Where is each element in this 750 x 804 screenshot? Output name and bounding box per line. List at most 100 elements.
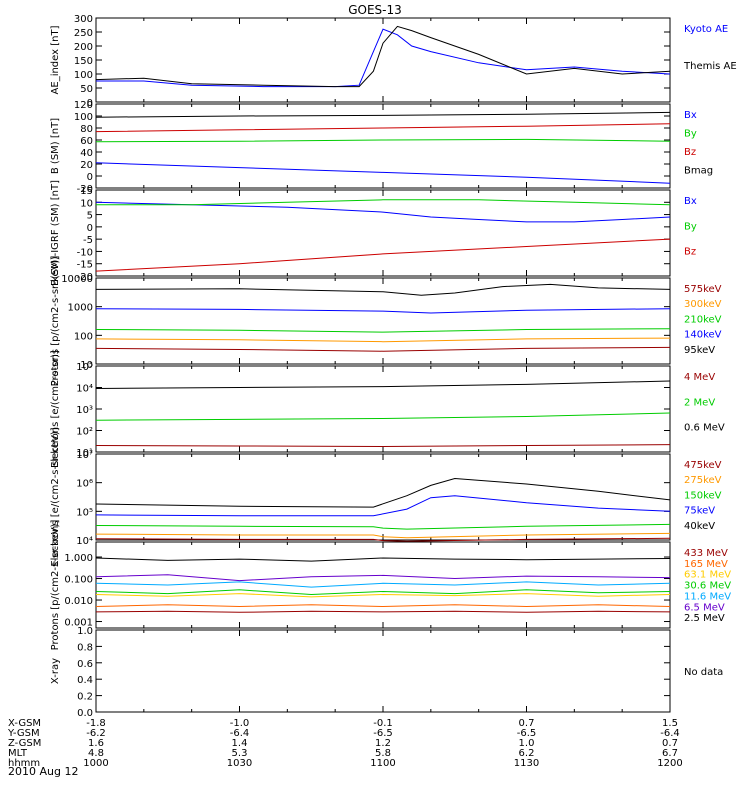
legend-entry: 63.1 MeV bbox=[684, 570, 731, 581]
y-tick-label: 1000 bbox=[68, 303, 93, 314]
y-tick-label: 0.100 bbox=[64, 575, 93, 586]
series-line bbox=[95, 337, 671, 343]
series-line bbox=[95, 162, 671, 184]
y-axis-label: X-ray bbox=[50, 658, 61, 684]
y-tick-label: 10² bbox=[76, 427, 93, 438]
y-tick-label: 1.000 bbox=[64, 553, 93, 564]
series-line bbox=[95, 523, 671, 530]
legend-entry: 300keV bbox=[684, 299, 722, 310]
ephemeris-row-label: MLT bbox=[8, 748, 28, 759]
ephemeris-value: 1.4 bbox=[232, 738, 248, 749]
legend-entry: Kyoto AE bbox=[684, 24, 728, 35]
panel-frame bbox=[95, 541, 671, 629]
y-tick-label: 10⁷ bbox=[76, 450, 93, 461]
y-axis-label: Electrons [e/(cm2-s-sr)] bbox=[50, 350, 61, 468]
panel-6: 10⁴ 10⁵ 10⁶ 10⁷ Electrons [e/(cm2-s-sr-keV)]… bbox=[50, 427, 722, 566]
legend-entry: Bx bbox=[684, 196, 697, 207]
ephemeris-value: -1.0 bbox=[230, 718, 250, 729]
series-line bbox=[95, 574, 671, 582]
y-axis-label: B (SM) [nT] bbox=[50, 118, 61, 174]
ephemeris-value: 0.7 bbox=[662, 738, 678, 749]
panel-frame bbox=[95, 17, 671, 103]
legend-entry: 11.6 MeV bbox=[684, 591, 731, 602]
legend-entry: Bz bbox=[684, 247, 696, 258]
series-line bbox=[95, 328, 671, 333]
figure-title: GOES-13 bbox=[348, 3, 402, 17]
ephemeris-value: -0.1 bbox=[373, 718, 393, 729]
series-line bbox=[95, 604, 671, 608]
series-line bbox=[95, 283, 671, 296]
panel-8: 0.0 0.2 0.4 0.6 0.8 1.0 X-ray No data bbox=[50, 626, 723, 719]
y-tick-label: 50 bbox=[80, 84, 93, 95]
series-line bbox=[95, 557, 671, 562]
ephemeris-value: 5.3 bbox=[232, 748, 248, 759]
ephemeris-value: 1.6 bbox=[88, 738, 104, 749]
y-tick-label: 0.4 bbox=[77, 675, 93, 686]
ephemeris-row-label: X-GSM bbox=[8, 718, 41, 729]
y-tick-label: 10⁴ bbox=[76, 536, 93, 547]
series-line bbox=[95, 308, 671, 314]
y-axis-label: Electrons [e/(cm2-s-sr-keV)] bbox=[50, 427, 61, 566]
legend-entry: 30.6 MeV bbox=[684, 581, 731, 592]
y-tick-label: 0.8 bbox=[77, 642, 93, 653]
y-tick-label: 300 bbox=[74, 14, 93, 25]
legend-entry: Bx bbox=[684, 110, 697, 121]
legend-entry: 575keV bbox=[684, 284, 722, 295]
y-tick-label: 10 bbox=[80, 360, 93, 371]
y-tick-label: 10⁴ bbox=[76, 384, 93, 395]
ephemeris-value: -6.5 bbox=[517, 728, 537, 739]
legend-entry: 95keV bbox=[684, 345, 715, 356]
ephemeris-value: 6.2 bbox=[519, 748, 535, 759]
y-axis-label: Protons [p/(cm2-s-sr-keV)] bbox=[50, 520, 61, 651]
y-tick-label: 0.0 bbox=[77, 708, 93, 719]
series-line bbox=[95, 123, 671, 133]
y-tick-label: -5 bbox=[83, 235, 93, 246]
series-line bbox=[95, 412, 671, 421]
y-tick-label: -10 bbox=[77, 247, 93, 258]
ephemeris-value: 1.0 bbox=[519, 738, 535, 749]
legend-entry: 150keV bbox=[684, 490, 722, 501]
y-tick-label: 0 bbox=[87, 98, 93, 109]
y-tick-label: 60 bbox=[80, 136, 93, 147]
series-line bbox=[95, 238, 671, 272]
ephemeris-value: 0.7 bbox=[519, 718, 535, 729]
legend-entry: 40keV bbox=[684, 521, 715, 532]
legend-entry: Themis AE bbox=[683, 61, 737, 72]
y-tick-label: 10¹ bbox=[76, 448, 93, 459]
y-tick-label: 0 bbox=[87, 223, 93, 234]
y-tick-label: 0 bbox=[87, 172, 93, 183]
ephemeris-value: 4.8 bbox=[88, 748, 104, 759]
legend-entry: 140keV bbox=[684, 330, 722, 341]
legend-entry: Bz bbox=[684, 147, 696, 158]
legend-entry: 75keV bbox=[684, 506, 715, 517]
y-tick-label: 5 bbox=[87, 211, 93, 222]
y-axis-label: Protons [p/(cm2-s-sr-keV)] bbox=[50, 256, 61, 387]
y-tick-label: 0.001 bbox=[64, 618, 93, 629]
y-tick-label: -20 bbox=[77, 184, 93, 195]
series-line bbox=[95, 532, 671, 539]
ephemeris-value: 1030 bbox=[227, 758, 252, 769]
series-line bbox=[95, 593, 671, 598]
y-tick-label: 10000 bbox=[61, 274, 93, 285]
y-tick-label: 150 bbox=[74, 56, 93, 67]
series-line bbox=[95, 495, 671, 517]
legend-entry: 210keV bbox=[684, 314, 722, 325]
legend-entry: 165 MeV bbox=[684, 559, 728, 570]
ephemeris-value: 1.5 bbox=[662, 718, 678, 729]
legend-entry: By bbox=[684, 129, 697, 140]
y-axis-label: B(SM)-IGRF (SM) [nT] bbox=[50, 180, 61, 286]
y-tick-label: 1.0 bbox=[77, 626, 93, 637]
series-line bbox=[95, 346, 671, 352]
y-tick-label: 0.2 bbox=[77, 692, 93, 703]
panel-note: No data bbox=[684, 667, 723, 678]
y-tick-label: 10 bbox=[80, 198, 93, 209]
y-tick-label: 200 bbox=[74, 42, 93, 53]
series-line bbox=[95, 201, 671, 223]
y-tick-label: 10⁵ bbox=[76, 362, 93, 373]
